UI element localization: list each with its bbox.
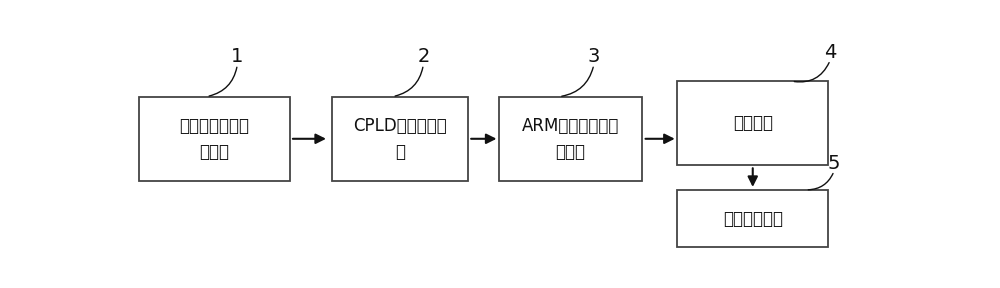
Bar bbox=[139, 97, 290, 181]
Text: 4: 4 bbox=[824, 43, 836, 62]
Text: 5: 5 bbox=[828, 154, 840, 173]
Text: ARM数据处理与控
制模块: ARM数据处理与控 制模块 bbox=[522, 117, 619, 161]
Bar bbox=[677, 190, 828, 247]
Text: 人机界面模块: 人机界面模块 bbox=[723, 210, 783, 228]
Text: 2: 2 bbox=[417, 47, 430, 66]
Text: 3: 3 bbox=[588, 47, 600, 66]
Text: 通信模块: 通信模块 bbox=[733, 114, 773, 132]
Bar bbox=[332, 97, 468, 181]
Text: CPLD数据采集模
块: CPLD数据采集模 块 bbox=[353, 117, 447, 161]
Bar bbox=[499, 97, 642, 181]
Text: 高灵敏度光电探
测模块: 高灵敏度光电探 测模块 bbox=[179, 117, 249, 161]
Bar bbox=[677, 81, 828, 165]
Text: 1: 1 bbox=[231, 47, 244, 66]
